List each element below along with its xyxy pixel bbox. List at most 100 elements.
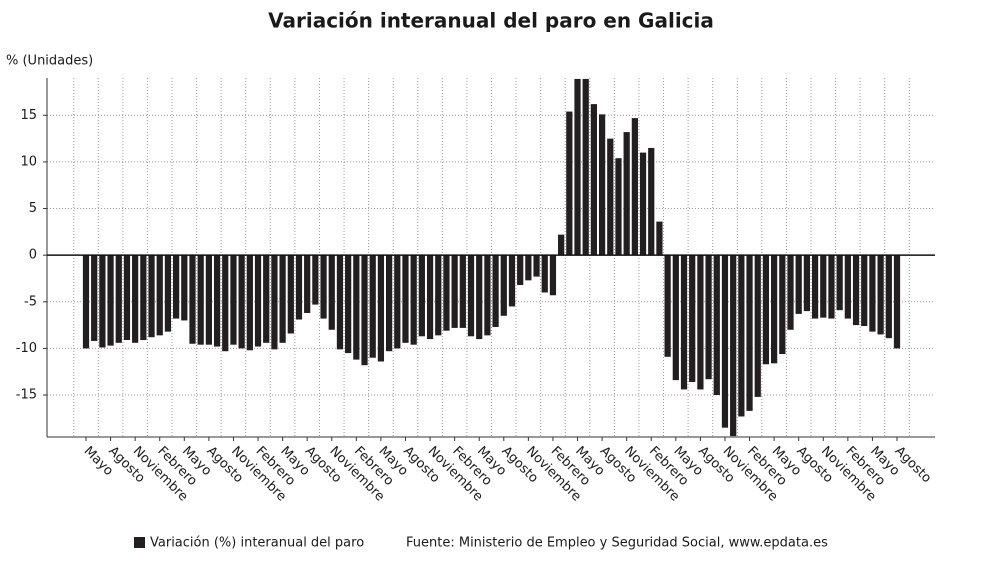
bar xyxy=(451,255,458,328)
bar xyxy=(222,255,229,352)
bar xyxy=(787,255,794,330)
bar xyxy=(861,255,868,327)
y-tick-label: -10 xyxy=(16,341,37,356)
bar xyxy=(99,255,106,348)
bar xyxy=(705,255,712,380)
bar xyxy=(811,255,819,319)
bar xyxy=(738,255,745,417)
bar xyxy=(525,255,532,281)
bar xyxy=(156,255,163,336)
bar xyxy=(353,255,360,360)
bar xyxy=(189,255,196,344)
bar xyxy=(541,255,548,293)
bar xyxy=(476,255,483,340)
bar xyxy=(140,255,147,341)
bar xyxy=(762,255,770,365)
bar xyxy=(746,255,753,411)
bar xyxy=(107,255,114,346)
legend-label: Variación (%) interanual del paro xyxy=(150,536,364,551)
bar xyxy=(271,255,278,350)
bar xyxy=(508,255,516,307)
bar xyxy=(345,255,352,354)
bar xyxy=(484,255,491,336)
bar xyxy=(361,255,368,366)
bar xyxy=(697,255,704,390)
bar xyxy=(517,255,524,286)
bar xyxy=(295,255,303,320)
bar xyxy=(91,255,98,341)
bar xyxy=(828,255,835,319)
bar xyxy=(549,255,557,296)
bar xyxy=(164,255,172,332)
bar xyxy=(459,255,466,328)
bar xyxy=(820,255,827,318)
bar xyxy=(803,255,811,312)
bar xyxy=(623,132,630,256)
bar xyxy=(197,255,204,345)
bar xyxy=(254,255,262,347)
bar xyxy=(492,255,499,327)
bar xyxy=(713,255,720,396)
bar xyxy=(672,255,679,381)
source: Fuente: Ministerio de Empleo y Seguridad… xyxy=(406,536,828,551)
bar xyxy=(754,255,761,397)
bar xyxy=(721,255,729,428)
bar xyxy=(369,255,376,358)
bar xyxy=(435,255,442,336)
bar xyxy=(656,221,663,256)
bar xyxy=(877,255,884,335)
bar xyxy=(467,255,475,337)
bar xyxy=(213,255,221,347)
bar xyxy=(689,255,696,382)
bar xyxy=(263,255,270,343)
bar xyxy=(631,118,638,256)
bar xyxy=(680,255,688,390)
bar xyxy=(639,152,647,256)
bar xyxy=(566,111,573,256)
y-tick-label: -15 xyxy=(16,388,37,403)
bar xyxy=(377,255,385,362)
y-axis-label: % (Unidades) xyxy=(6,54,93,69)
y-tick-label: 15 xyxy=(20,108,37,123)
bar xyxy=(328,255,335,330)
bar xyxy=(648,147,655,256)
bar xyxy=(238,255,245,349)
bar xyxy=(844,255,851,319)
bar xyxy=(443,255,450,331)
y-tick-label: 10 xyxy=(20,154,37,169)
bar xyxy=(418,255,425,337)
y-tick-label: 0 xyxy=(29,248,37,263)
bar xyxy=(320,255,327,319)
bar xyxy=(82,255,90,349)
bar xyxy=(246,255,253,351)
bar xyxy=(869,255,876,332)
bar xyxy=(893,255,901,349)
bar xyxy=(230,255,237,345)
bar xyxy=(181,255,188,321)
bar xyxy=(287,255,294,334)
bar xyxy=(115,255,122,343)
bar xyxy=(779,255,786,355)
chart-title: Variación interanual del paro en Galicia xyxy=(268,9,714,33)
bar xyxy=(172,255,180,319)
bar xyxy=(123,255,131,341)
bar xyxy=(533,255,540,277)
bar xyxy=(304,255,311,313)
bar xyxy=(312,255,319,305)
bar xyxy=(607,138,614,256)
bar xyxy=(558,234,565,256)
bar xyxy=(385,255,393,352)
bar xyxy=(664,255,671,357)
bar xyxy=(394,255,401,349)
bar xyxy=(402,255,409,343)
bar xyxy=(730,255,737,437)
bar xyxy=(336,255,344,350)
bar xyxy=(279,255,286,343)
bar xyxy=(132,255,139,343)
bar xyxy=(885,255,892,339)
bar xyxy=(574,78,581,256)
bar xyxy=(582,78,589,256)
bar xyxy=(426,255,434,340)
bar xyxy=(852,255,860,326)
